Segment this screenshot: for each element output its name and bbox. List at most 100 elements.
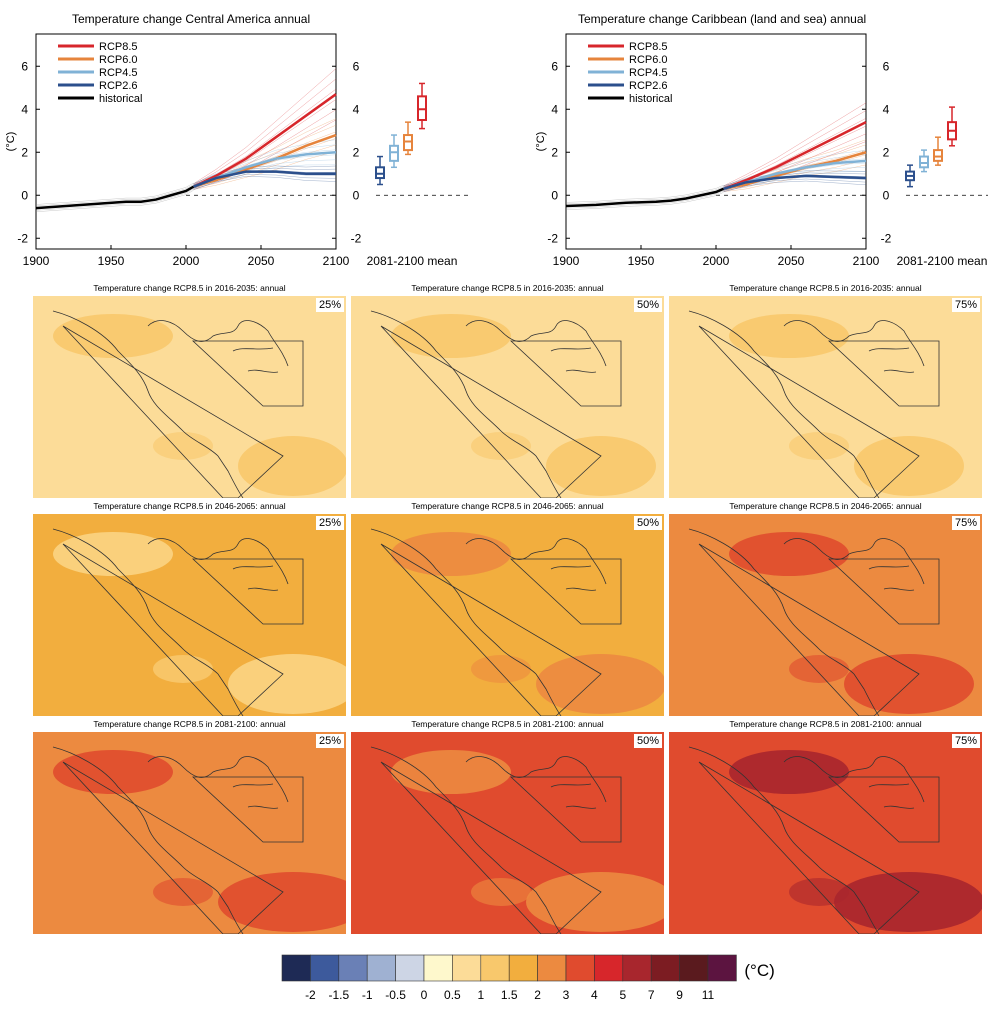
ts2-series-historical — [565, 187, 724, 208]
map-drawing — [52, 310, 346, 498]
map-region-central-america — [698, 543, 920, 716]
map-title: Temperature change RCP8.5 in 2046-2065: … — [93, 501, 286, 511]
colorbar-tick-label: -2 — [305, 988, 316, 1002]
map-title: Temperature change RCP8.5 in 2081-2100: … — [729, 719, 922, 729]
ts1-legend-label: RCP6.0 — [99, 54, 138, 66]
map-drawing — [688, 746, 982, 934]
map-patch — [729, 314, 849, 358]
colorbar-tick-label: 3 — [563, 988, 570, 1002]
map-patch — [391, 314, 511, 358]
ts2-ytick-label: 4 — [551, 102, 558, 116]
map-title: Temperature change RCP8.5 in 2081-2100: … — [411, 719, 604, 729]
ts1-ensemble-line — [193, 119, 337, 190]
ts1-ensemble-line — [35, 190, 194, 213]
ts2-legend-label: RCP8.5 — [629, 41, 668, 53]
colorbar-tick-label: 0 — [421, 988, 428, 1002]
ts1-xtick-label: 2100 — [323, 254, 350, 268]
map-patch — [391, 532, 511, 576]
map-panel: 75% — [669, 514, 982, 716]
colorbar-swatch — [594, 954, 624, 982]
ts2-ytick-label-right: -2 — [881, 231, 892, 245]
ts1-xtick-label: 1900 — [23, 254, 50, 268]
ts2-ytick-label-right: 0 — [883, 188, 890, 202]
ts2-ensemble-line — [723, 102, 867, 187]
map-region-central-america — [380, 761, 602, 934]
ts1-xtick-label: 2050 — [248, 254, 275, 268]
colorbar-swatch — [622, 954, 652, 982]
ts1-xtick-label: 1950 — [98, 254, 125, 268]
map-percentile-label: 25% — [315, 734, 344, 748]
map-panel: 75% — [669, 732, 982, 934]
ts1-series-rcp26 — [193, 170, 336, 188]
map-region-caribbean — [827, 776, 940, 843]
colorbar-tick-label: -1.5 — [328, 988, 349, 1002]
ts1-ensemble-line — [193, 151, 337, 190]
colorbar-tick-label: 4 — [591, 988, 598, 1002]
map-region-caribbean — [509, 776, 622, 843]
ts1-legend-label: RCP4.5 — [99, 67, 138, 79]
map-panel: 50% — [351, 732, 664, 934]
ts2-ensemble-line — [565, 184, 724, 203]
ts1-frame — [35, 33, 337, 250]
map-patch — [546, 436, 656, 496]
colorbar-tick-label: 7 — [648, 988, 655, 1002]
map-drawing — [688, 310, 964, 498]
map-panel: 75% — [669, 296, 982, 498]
ts2-box-rcp45 — [919, 155, 929, 169]
map-coastline — [370, 746, 607, 934]
colorbar-tick-label: -1 — [362, 988, 373, 1002]
map-region-caribbean — [509, 340, 622, 407]
ts2-ytick-label-right: 6 — [883, 59, 890, 73]
map-coastline — [52, 310, 289, 498]
map-coastline — [370, 310, 607, 498]
colorbar-unit: (°C) — [744, 961, 774, 980]
map-region-central-america — [380, 543, 602, 716]
map-patch — [218, 872, 346, 932]
ts1-ensemble-line — [193, 68, 337, 184]
map-patch — [729, 532, 849, 576]
ts2-ytick-label: 0 — [551, 188, 558, 202]
ts1-ytick-label: 6 — [21, 59, 28, 73]
colorbar-swatch — [366, 954, 396, 982]
map-patch — [153, 878, 213, 906]
map-drawing — [370, 528, 664, 716]
colorbar-tick-label: -0.5 — [385, 988, 406, 1002]
ts1-legend-label: historical — [99, 93, 142, 105]
map-coastline — [688, 746, 925, 934]
ts2-legend-label: RCP6.0 — [629, 54, 668, 66]
map-patch — [53, 750, 173, 794]
ts1-ensemble-line — [35, 182, 194, 205]
ts2-xtick-label: 2000 — [703, 254, 730, 268]
ts1-legend-label: RCP8.5 — [99, 41, 138, 53]
ts1-chart: 1900 1950 2000 2050 2100-2 -20 02 24 46 6(°C)RCP8… — [5, 33, 470, 268]
ts2-box-label: 2081-2100 mean — [897, 254, 988, 268]
ts2-series-rcp85 — [723, 121, 867, 190]
map-patch — [53, 532, 173, 576]
map-region-caribbean — [509, 558, 622, 625]
ts2-series-rcp26 — [723, 174, 867, 191]
map-panel: 25% — [33, 732, 346, 934]
colorbar-swatch — [395, 954, 425, 982]
colorbar-tick-label: 1 — [477, 988, 484, 1002]
ts2-ensemble-line — [723, 110, 867, 188]
map-title: Temperature change RCP8.5 in 2016-2035: … — [411, 283, 604, 293]
ts1-ytick-label-right: 6 — [353, 59, 360, 73]
ts1-ylabel: (°C) — [5, 132, 17, 152]
ts2-ytick-label-right: 2 — [883, 145, 890, 159]
colorbar-swatch — [707, 954, 737, 982]
map-drawing — [370, 746, 664, 934]
map-patch — [789, 878, 849, 906]
map-region-caribbean — [827, 340, 940, 407]
colorbar-tick-label: 5 — [619, 988, 626, 1002]
map-percentile-label: 50% — [633, 516, 662, 530]
map-patch — [844, 654, 974, 714]
colorbar-swatch — [423, 954, 453, 982]
ts1-legend-label: RCP2.6 — [99, 80, 138, 92]
colorbar-swatch — [338, 954, 368, 982]
map-title: Temperature change RCP8.5 in 2046-2065: … — [411, 501, 604, 511]
ts2-xtick-label: 1900 — [553, 254, 580, 268]
ts2-xtick-label: 2050 — [778, 254, 805, 268]
map-region-central-america — [698, 325, 920, 498]
colorbar-tick-label: 2 — [534, 988, 541, 1002]
map-percentile-label: 75% — [951, 734, 980, 748]
